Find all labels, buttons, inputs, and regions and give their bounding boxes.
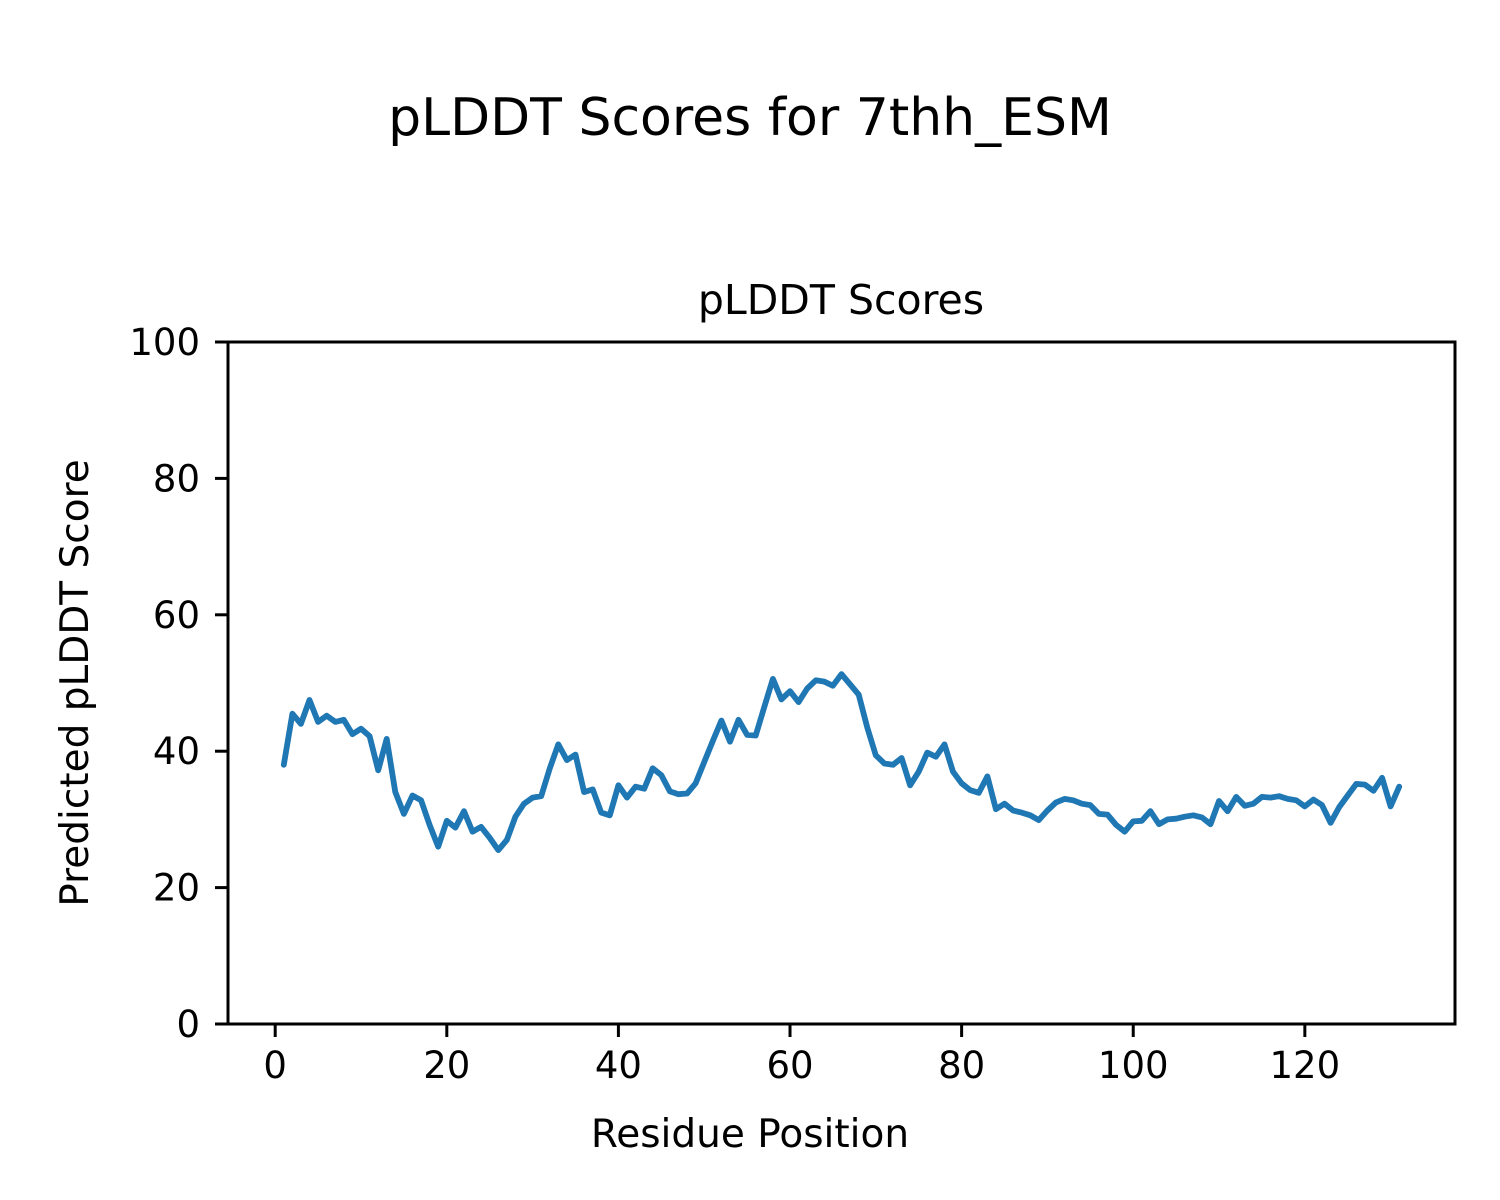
y-axis-ticks: 0 20 40 60 80 100 [129,321,228,1046]
figure-title: pLDDT Scores for 7thh_ESM [388,88,1112,148]
plddt-data-line [280,671,1403,853]
x-axis-label: Residue Position [591,1112,909,1157]
x-tick-label: 20 [423,1044,470,1087]
y-tick-label: 60 [153,594,200,637]
y-tick-label: 20 [153,867,200,910]
plot-frame [226,340,1457,1026]
y-axis-label: Predicted pLDDT Score [53,459,98,906]
x-tick-label: 80 [938,1044,985,1087]
x-tick-label: 100 [1098,1044,1169,1087]
x-tick-label: 120 [1270,1044,1341,1087]
y-tick-label: 100 [129,321,200,364]
y-tick-label: 0 [176,1003,200,1046]
axes-title: pLDDT Scores [698,276,984,324]
x-tick-label: 40 [595,1044,642,1087]
y-tick-label: 80 [153,457,200,500]
y-tick-label: 40 [153,730,200,773]
x-axis-ticks: 0 20 40 60 80 100 120 [263,1024,1340,1087]
x-tick-label: 60 [766,1044,813,1087]
x-tick-label: 0 [263,1044,287,1087]
